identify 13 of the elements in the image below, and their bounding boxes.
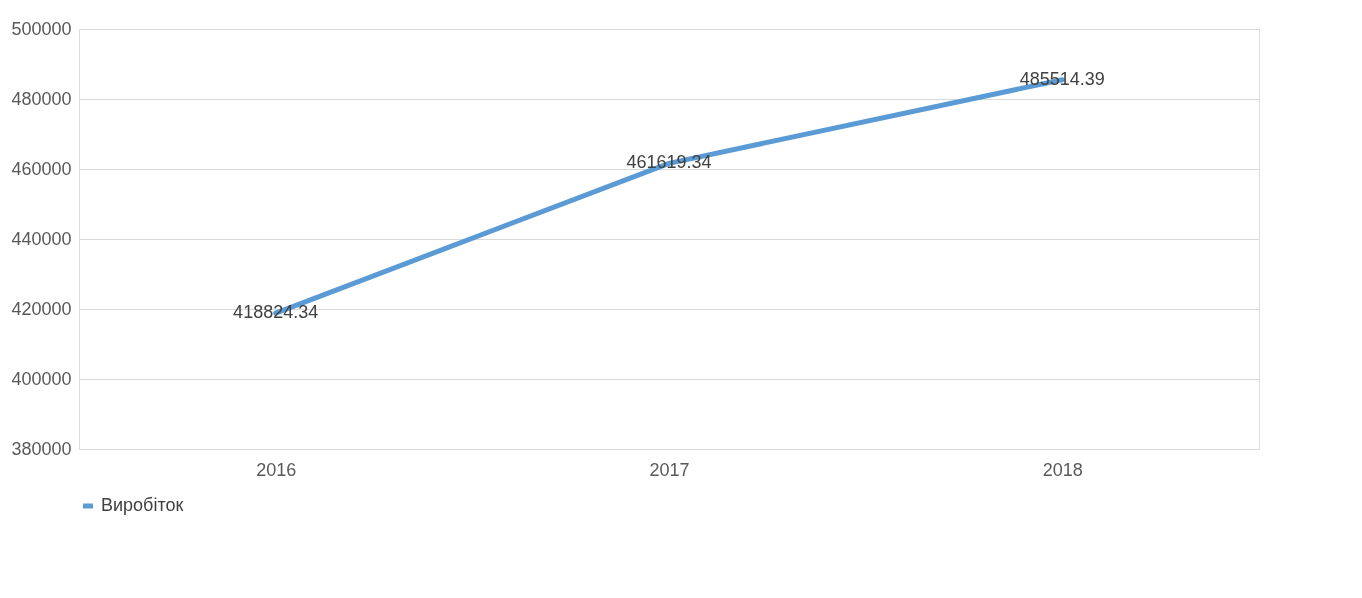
y-tick-label: 380000 [11,438,72,459]
x-tick-label: 2018 [1042,459,1083,480]
data-label: 418824.34 [233,302,319,323]
data-label: 485514.39 [1019,68,1105,89]
y-tick-label: 480000 [11,88,72,109]
y-tick-label: 500000 [11,18,72,39]
y-tick-label: 440000 [11,228,72,249]
y-tick-label: 460000 [11,158,72,179]
legend-label: Виробіток [101,495,184,515]
x-tick-label: 2016 [256,459,297,480]
y-tick-label: 400000 [11,368,72,389]
x-tick-label: 2017 [649,459,690,480]
y-tick-label: 420000 [11,298,72,319]
